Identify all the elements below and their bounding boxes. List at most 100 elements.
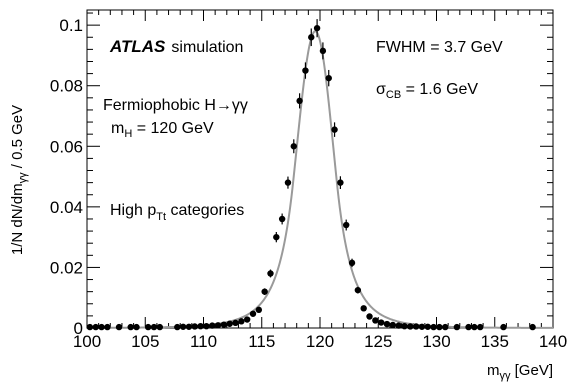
data-point — [133, 324, 139, 330]
data-point — [395, 322, 401, 328]
data-point — [477, 324, 483, 330]
data-point — [151, 324, 157, 330]
point-marker — [244, 316, 250, 322]
x-tick-label: 115 — [248, 332, 275, 351]
point-marker — [471, 324, 477, 330]
data-point — [197, 323, 203, 329]
point-marker — [360, 305, 366, 311]
point-marker — [407, 323, 413, 329]
point-marker — [186, 324, 192, 330]
point-marker — [529, 324, 535, 330]
data-point — [145, 324, 151, 330]
point-marker — [232, 320, 238, 326]
data-point — [430, 324, 436, 330]
point-marker — [250, 311, 256, 317]
x-tick-label: 140 — [539, 332, 567, 351]
plot-frame — [87, 10, 553, 328]
data-point — [407, 323, 413, 329]
point-marker — [296, 98, 302, 104]
fit-curve — [87, 31, 553, 328]
point-marker — [145, 324, 151, 330]
point-marker — [320, 48, 326, 54]
data-point — [360, 305, 366, 311]
data-point — [250, 311, 256, 317]
data-point — [273, 232, 279, 242]
x-axis-label: mγγ [GeV] — [487, 362, 553, 382]
data-point — [454, 324, 460, 330]
data-point — [500, 324, 506, 330]
point-marker — [87, 324, 93, 330]
data-point — [384, 321, 390, 327]
y-axis-label: 1/N dN/dmγγ / 0.5 GeV — [9, 105, 29, 255]
point-marker — [267, 270, 273, 276]
point-marker — [104, 324, 110, 330]
point-marker — [215, 322, 221, 328]
point-marker — [331, 126, 337, 132]
point-marker — [395, 322, 401, 328]
data-point — [174, 324, 180, 330]
data-point — [267, 270, 273, 278]
point-marker — [157, 324, 163, 330]
data-point — [302, 62, 308, 78]
point-marker — [465, 324, 471, 330]
point-marker — [366, 313, 372, 319]
point-marker — [442, 324, 448, 330]
data-point — [442, 324, 448, 330]
data-point — [238, 318, 244, 324]
point-marker — [401, 323, 407, 329]
y-tick-label: 0.02 — [50, 258, 83, 277]
point-marker — [174, 324, 180, 330]
x-tick-label: 120 — [306, 332, 334, 351]
fwhm-label: FWHM = 3.7 GeV — [376, 39, 503, 56]
point-marker — [430, 324, 436, 330]
data-point — [221, 321, 227, 327]
data-point — [390, 322, 396, 328]
point-marker — [308, 34, 314, 40]
point-marker — [238, 318, 244, 324]
point-marker — [133, 324, 139, 330]
point-marker — [227, 321, 233, 327]
data-point — [372, 317, 378, 323]
point-marker — [93, 324, 99, 330]
y-tick-label: 0.06 — [50, 137, 83, 156]
data-point — [314, 19, 320, 37]
data-point — [192, 323, 198, 329]
data-point — [256, 307, 262, 313]
data-point — [419, 324, 425, 330]
point-marker — [419, 324, 425, 330]
data-point — [215, 322, 221, 328]
data-point — [87, 324, 93, 330]
data-point — [436, 324, 442, 330]
point-marker — [221, 321, 227, 327]
data-point — [203, 323, 209, 329]
point-marker — [256, 307, 262, 313]
point-marker — [273, 234, 279, 240]
data-point — [116, 324, 122, 330]
point-marker — [326, 75, 332, 81]
data-point — [227, 321, 233, 327]
point-marker — [291, 143, 297, 149]
point-marker — [203, 323, 209, 329]
point-marker — [349, 260, 355, 266]
y-tick-label: 0 — [74, 319, 83, 338]
x-axis-ticks: 100 105 110 115 120 125 130 135 140 — [73, 10, 567, 351]
point-marker — [372, 317, 378, 323]
data-point — [279, 214, 285, 225]
data-point — [378, 319, 384, 325]
atlas-label: ATLAS simulation — [109, 37, 243, 56]
data-point — [285, 177, 291, 189]
process-label: Fermiophobic H→γγ — [103, 97, 248, 114]
point-marker — [378, 319, 384, 325]
sigma-label: σCB = 1.6 GeV — [376, 81, 478, 101]
data-point — [209, 322, 215, 328]
data-point — [104, 324, 110, 330]
point-marker — [425, 324, 431, 330]
y-tick-label: 0.1 — [59, 16, 83, 35]
x-tick-label: 110 — [190, 332, 217, 351]
point-marker — [192, 323, 198, 329]
y-tick-label: 0.08 — [50, 77, 83, 96]
data-point — [186, 324, 192, 330]
data-point — [244, 316, 250, 322]
data-point — [180, 324, 186, 330]
data-point — [127, 324, 133, 330]
